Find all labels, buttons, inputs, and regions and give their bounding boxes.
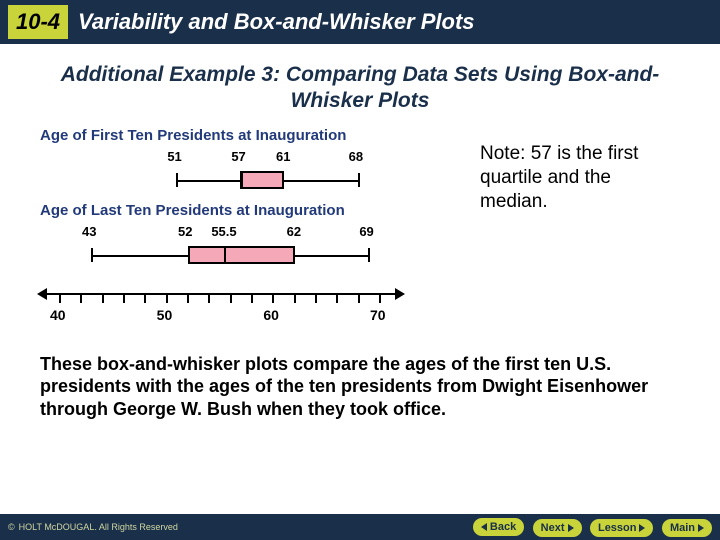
- axis-tick: [187, 293, 189, 303]
- main-button[interactable]: Main: [662, 519, 712, 537]
- copyright: © HOLT McDOUGAL. All Rights Reserved: [8, 522, 178, 532]
- box: [241, 171, 284, 189]
- whisker-low: [177, 180, 241, 182]
- arrow-left-icon: [37, 288, 47, 300]
- q1-label: 57: [231, 149, 245, 164]
- axis-label: 60: [263, 307, 279, 323]
- number-line-axis: 40 50 60 70: [40, 281, 680, 341]
- lesson-label: Lesson: [598, 522, 637, 534]
- subheading: Additional Example 3: Comparing Data Set…: [24, 62, 696, 115]
- axis-tick: [230, 293, 232, 303]
- body-text: These box-and-whisker plots compare the …: [40, 353, 680, 421]
- axis-tick: [208, 293, 210, 303]
- axis-tick: [80, 293, 82, 303]
- axis-tick: [251, 293, 253, 303]
- lesson-button[interactable]: Lesson: [590, 519, 654, 537]
- back-button[interactable]: Back: [473, 518, 524, 536]
- axis-label: 70: [370, 307, 386, 323]
- back-label: Back: [490, 521, 516, 533]
- next-button[interactable]: Next: [533, 519, 582, 537]
- chevron-right-icon: [639, 524, 645, 532]
- median-line: [240, 171, 242, 189]
- chevron-right-icon: [698, 524, 704, 532]
- axis-tick: [272, 293, 274, 303]
- q3-label: 62: [287, 224, 301, 239]
- max-label: 69: [359, 224, 373, 239]
- max-tick: [368, 248, 370, 262]
- min-label: 43: [82, 224, 96, 239]
- chevron-left-icon: [481, 523, 487, 531]
- min-label: 51: [167, 149, 181, 164]
- box: [188, 246, 295, 264]
- note-text: Note: 57 is the first quartile and the m…: [480, 142, 680, 213]
- median-line: [224, 246, 226, 264]
- whisker-high: [284, 180, 359, 182]
- next-label: Next: [541, 522, 565, 534]
- axis-tick: [123, 293, 125, 303]
- axis-tick: [358, 293, 360, 303]
- axis-tick: [102, 293, 104, 303]
- min-tick: [91, 248, 93, 262]
- copyright-text: HOLT McDOUGAL. All Rights Reserved: [19, 522, 178, 532]
- axis-label: 40: [50, 307, 66, 323]
- axis-tick: [59, 293, 61, 303]
- arrow-right-icon: [395, 288, 405, 300]
- min-tick: [176, 173, 178, 187]
- footer-bar: © HOLT McDOUGAL. All Rights Reserved Bac…: [0, 514, 720, 540]
- header-bar: 10-4 Variability and Box-and-Whisker Plo…: [0, 0, 720, 44]
- axis-tick: [336, 293, 338, 303]
- boxplot-last-ten: 43 52 55.5 62 69: [40, 219, 680, 277]
- axis-tick: [294, 293, 296, 303]
- copyright-icon: ©: [8, 522, 15, 532]
- main-label: Main: [670, 522, 695, 534]
- median-label: 55.5: [211, 224, 236, 239]
- lesson-badge: 10-4: [8, 5, 68, 39]
- whisker-high: [295, 255, 370, 257]
- q3-label: 61: [276, 149, 290, 164]
- max-label: 68: [349, 149, 363, 164]
- axis-tick: [379, 293, 381, 303]
- axis-label: 50: [157, 307, 173, 323]
- axis-line: [45, 293, 395, 295]
- plot1-title: Age of First Ten Presidents at Inaugurat…: [40, 127, 680, 144]
- q1-label: 52: [178, 224, 192, 239]
- axis-tick: [144, 293, 146, 303]
- axis-tick: [166, 293, 168, 303]
- chevron-right-icon: [568, 524, 574, 532]
- nav-buttons: Back Next Lesson Main: [469, 518, 712, 537]
- axis-tick: [315, 293, 317, 303]
- whisker-low: [92, 255, 188, 257]
- page-title: Variability and Box-and-Whisker Plots: [78, 9, 474, 35]
- max-tick: [358, 173, 360, 187]
